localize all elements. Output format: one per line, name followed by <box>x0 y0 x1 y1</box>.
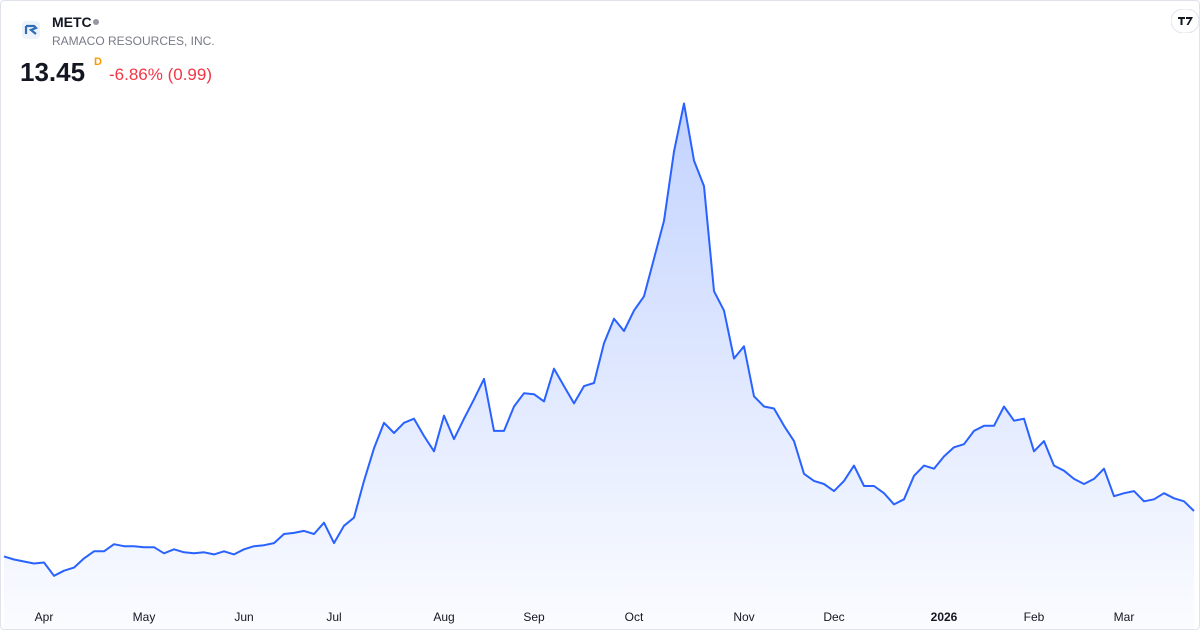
x-tick-label: May <box>133 610 156 624</box>
x-tick-label: Dec <box>823 610 844 624</box>
x-tick-label: Jun <box>234 610 253 624</box>
status-dot <box>93 19 99 25</box>
x-tick-label: Oct <box>625 610 644 624</box>
price-change: -6.86% (0.99) <box>109 65 212 84</box>
symbol: METC <box>52 14 92 30</box>
logo <box>22 21 40 39</box>
x-tick-label: Sep <box>523 610 545 624</box>
x-tick-label: Jul <box>326 610 341 624</box>
brand-logo[interactable] <box>1171 9 1199 33</box>
last-price: 13.45 <box>20 57 86 87</box>
interval: D <box>94 56 102 68</box>
company-name: RAMACO RESOURCES, INC. <box>52 34 215 48</box>
x-tick-label: Nov <box>733 610 754 624</box>
x-tick-label: Apr <box>35 610 54 624</box>
price-line <box>3 102 1195 577</box>
x-tick-label: Mar <box>1114 610 1135 624</box>
x-tick-label: 2026 <box>931 610 958 624</box>
x-tick-label: Feb <box>1024 610 1045 624</box>
x-tick-label: Aug <box>433 610 454 624</box>
